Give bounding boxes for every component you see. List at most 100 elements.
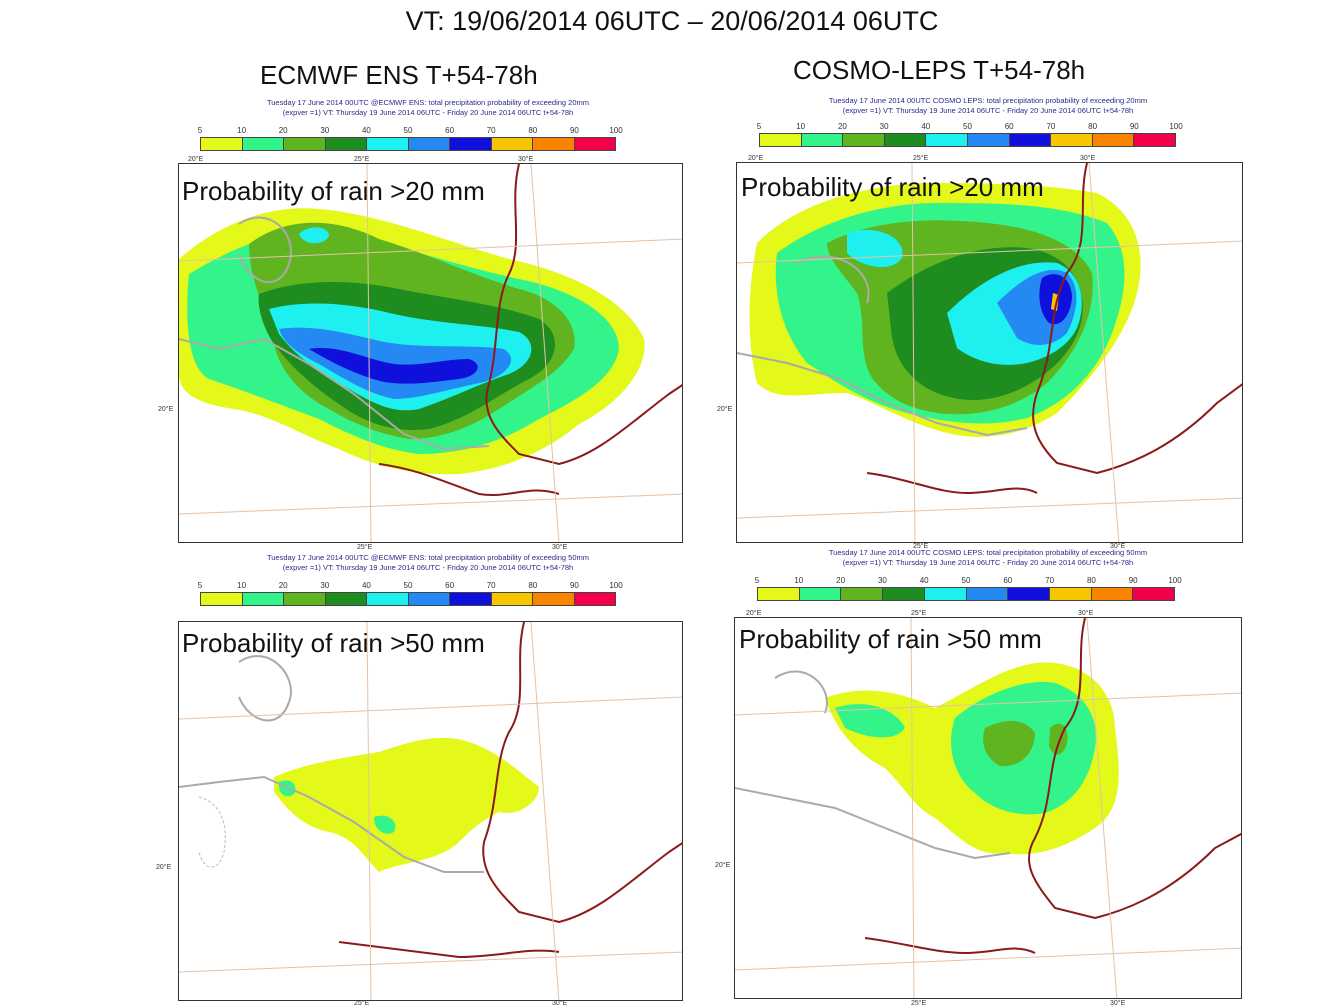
colorbar-tick-label: 20	[837, 122, 847, 131]
colorbar-swatch	[1092, 134, 1135, 146]
axis-label: 25°E	[913, 543, 929, 550]
colorbar-tick-label: 90	[1128, 576, 1138, 585]
ecmwf-20-header-line2: (expver =1) VT: Thursday 19 June 2014 06…	[282, 108, 574, 117]
colorbar-tick-label: 50	[403, 581, 413, 590]
graticule	[366, 622, 372, 1000]
colorbar-swatch	[883, 588, 925, 600]
country-border	[737, 352, 1028, 437]
colorbar-tick-label: 80	[1088, 122, 1098, 131]
colorbar-tick-label: 50	[963, 122, 972, 131]
axis-label: 20°E	[715, 862, 731, 869]
axis-label: 20°E	[188, 156, 204, 163]
axis-label: 25°E	[911, 1000, 927, 1007]
country-border	[735, 787, 1011, 860]
colorbar-tick-label: 10	[237, 126, 247, 135]
colorbar-tick-label: 10	[794, 576, 804, 585]
graticule	[1088, 163, 1120, 542]
colorbar-swatch	[841, 588, 884, 600]
cosmo-50-map-svg	[735, 618, 1241, 998]
coastline	[864, 937, 1036, 955]
prob-10-spot	[374, 815, 396, 834]
graticule	[179, 696, 682, 720]
colorbar-swatch	[1091, 588, 1134, 600]
colorbar-tick-label: 10	[796, 122, 806, 131]
colorbar-tick-label: 30	[877, 576, 887, 585]
colorbar-tick-label: 40	[361, 126, 371, 135]
cosmo-50-header: Tuesday 17 June 2014 00UTC COSMO LEPS: t…	[738, 548, 1238, 568]
colorbar-tick-label: 80	[1086, 576, 1096, 585]
colorbar-swatch	[367, 138, 409, 150]
colorbar-tick-label: 100	[609, 581, 623, 590]
country-border	[238, 655, 292, 722]
axis-label: 30°E	[518, 156, 534, 163]
ecmwf-50-map-svg	[179, 622, 682, 1000]
colorbar-swatch	[843, 134, 885, 146]
country-border	[179, 775, 484, 873]
cosmo-20-colorbar	[759, 133, 1176, 147]
country-border	[796, 255, 870, 304]
colorbar-swatch	[758, 588, 800, 600]
axis-label: 25°E	[911, 610, 927, 617]
axis-label: 30°E	[1078, 610, 1094, 617]
graticule	[179, 493, 682, 515]
graticule	[530, 164, 560, 542]
colorbar-tick-label: 90	[1129, 122, 1139, 131]
ecmwf-20-colorbar	[200, 137, 616, 151]
colorbar-tick-label: 70	[486, 581, 496, 590]
colorbar-swatch	[967, 134, 1010, 146]
colorbar-swatch	[367, 593, 409, 605]
colorbar-swatch	[1133, 588, 1175, 600]
main-title: VT: 19/06/2014 06UTC – 20/06/2014 06UTC	[405, 6, 939, 36]
coastline	[378, 463, 560, 496]
cosmo-20-map: Probability of rain >20 mm	[736, 162, 1243, 543]
colorbar-swatch	[533, 138, 575, 150]
colorbar-tick-label: 30	[320, 581, 330, 590]
cosmo-50-header-line1: Tuesday 17 June 2014 00UTC COSMO LEPS: t…	[828, 548, 1148, 557]
ecmwf-50-header-line1: Tuesday 17 June 2014 00UTC @ECMWF ENS: t…	[266, 553, 590, 562]
colorbar-swatch	[1008, 588, 1050, 600]
axis-label: 25°E	[354, 156, 370, 163]
graticule	[735, 692, 1241, 716]
ecmwf-20-colorbar-ticks: 5 10 20 30 40 50 60 70 80 90 100	[197, 126, 623, 136]
colorbar-tick-label: 70	[486, 126, 496, 135]
graticule	[179, 951, 682, 973]
ecmwf-50-map: Probability of rain >50 mm	[178, 621, 683, 1001]
cosmo-20-label: Probability of rain >20 mm	[741, 172, 1044, 202]
country-border	[198, 796, 226, 868]
ecmwf-column-title: ECMWF ENS T+54-78h	[260, 60, 538, 90]
country-border	[179, 337, 490, 451]
colorbar-tick-label: 40	[921, 122, 931, 131]
ecmwf-20-map-svg	[179, 164, 682, 542]
axis-label: 30°E	[1110, 1000, 1126, 1007]
axis-label: 30°E	[1080, 155, 1096, 162]
colorbar-tick-label: 5	[197, 126, 203, 135]
country-border	[774, 670, 828, 714]
colorbar-swatch	[760, 134, 802, 146]
axis-label: 30°E	[1110, 543, 1126, 550]
coastline	[1027, 618, 1241, 920]
cosmo-column-title: COSMO-LEPS T+54-78h	[793, 55, 1086, 85]
colorbar-swatch	[325, 593, 367, 605]
coastline	[338, 941, 560, 959]
colorbar-swatch	[926, 134, 968, 146]
colorbar-tick-label: 30	[320, 126, 330, 135]
colorbar-swatch	[284, 138, 326, 150]
axis-label: 20°E	[746, 610, 762, 617]
graticule	[179, 238, 682, 262]
colorbar-tick-label: 100	[609, 126, 623, 135]
graticule	[1086, 618, 1118, 998]
graticule	[910, 618, 915, 998]
colorbar-swatch	[1051, 134, 1093, 146]
colorbar-tick-label: 50	[961, 576, 971, 585]
ecmwf-20-label: Probability of rain >20 mm	[182, 176, 485, 206]
colorbar-tick-label: 30	[879, 122, 889, 131]
colorbar-swatch	[450, 593, 492, 605]
colorbar-tick-label: 70	[1046, 122, 1056, 131]
colorbar-tick-label: 20	[278, 126, 288, 135]
cosmo-50-label: Probability of rain >50 mm	[739, 624, 1042, 654]
colorbar-tick-label: 60	[1003, 576, 1013, 585]
ecmwf-20-header-line1: Tuesday 17 June 2014 00UTC @ECMWF ENS: t…	[266, 98, 590, 107]
colorbar-tick-label: 90	[569, 126, 579, 135]
prob-50-area	[279, 327, 512, 399]
colorbar-tick-label: 100	[1168, 576, 1182, 585]
